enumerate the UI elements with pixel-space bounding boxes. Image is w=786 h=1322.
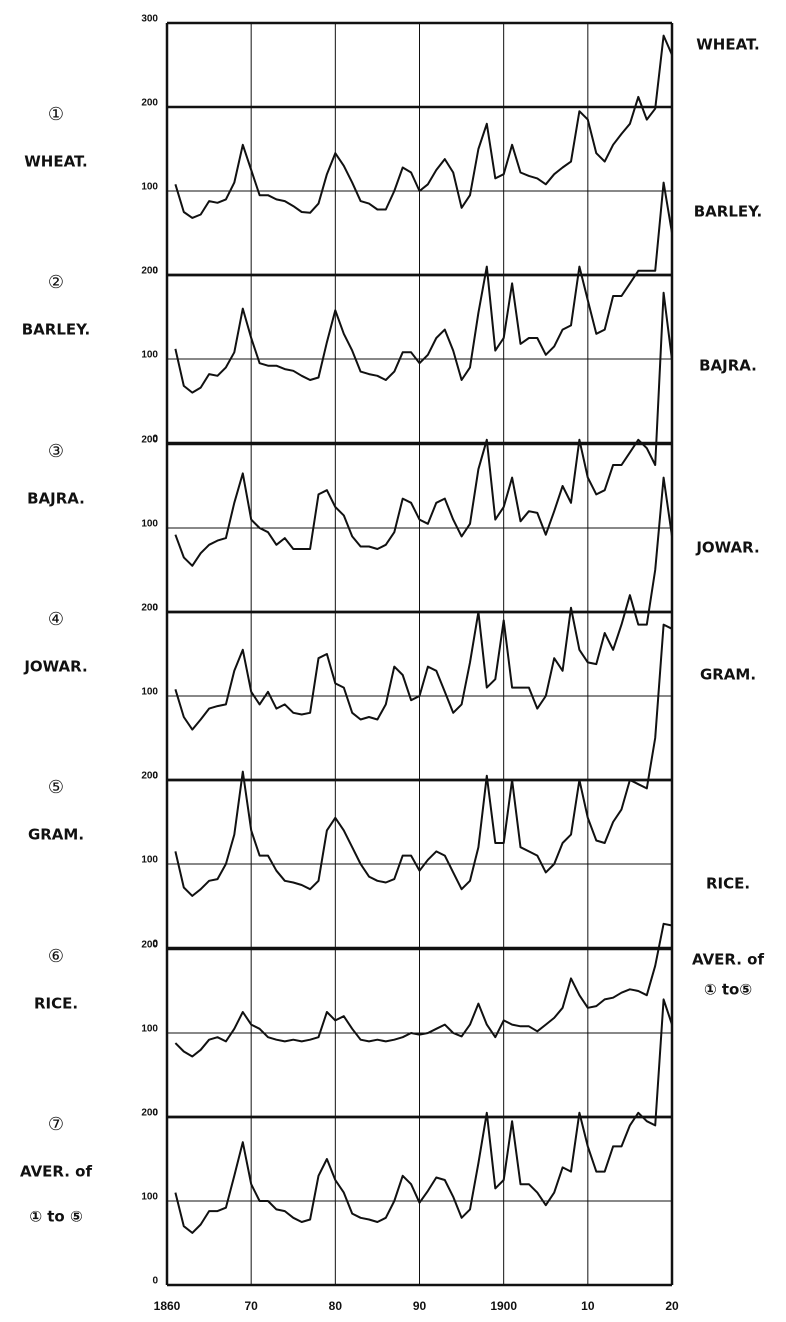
x-tick-label: 90 [413,1299,427,1313]
x-tick-label: 1900 [490,1299,517,1313]
y-tick-label: 200 [141,771,158,782]
right-label: BARLEY. [694,203,762,221]
y-tick-label: 200 [141,266,158,277]
x-tick-label: 80 [329,1299,343,1313]
series-line [174,34,673,219]
y-tick-label: 200 [141,435,158,446]
right-label: BAJRA. [699,357,757,375]
right-label: GRAM. [700,666,756,684]
series-line [174,291,673,567]
y-tick-label: 200 [141,603,158,614]
series-line [174,476,673,731]
panel-number: ④ [48,609,64,630]
y-tick-label: 100 [141,1024,158,1035]
y-tick-label: 200 [141,98,158,109]
series-line [174,623,673,897]
series-line [174,922,673,1058]
panel-title: GRAM. [28,826,84,844]
x-tick-label: 70 [244,1299,258,1313]
right-label: WHEAT. [696,36,759,54]
panel-title: AVER. of [20,1163,93,1181]
panel-title: RICE. [34,995,78,1013]
right-label: JOWAR. [695,539,759,557]
series-line [174,998,673,1234]
y-tick-label: 100 [141,350,158,361]
y-tick-label: 0 [152,1108,158,1119]
panel-title: BARLEY. [22,321,90,339]
panel-number: ⑦ [48,1114,64,1135]
panel-subtitle: ① to ⑤ [29,1208,82,1226]
y-tick-label: 300 [141,14,158,25]
y-tick-label: 100 [141,1192,158,1203]
y-tick-label: 0 [152,434,158,445]
x-tick-label: 20 [665,1299,679,1313]
y-tick-label: 0 [152,1276,158,1287]
y-tick-label: 0 [152,771,158,782]
x-tick-label: 10 [581,1299,595,1313]
x-tick-label: 1860 [154,1299,181,1313]
panel-number: ② [48,272,64,293]
right-label: RICE. [706,875,750,893]
y-tick-label: 100 [141,519,158,530]
panel-title: JOWAR. [23,658,87,676]
right-sublabel: ① to⑤ [704,981,752,999]
y-tick-label: 100 [141,182,158,193]
y-tick-label: 100 [141,855,158,866]
y-tick-label: 100 [141,687,158,698]
y-tick-label: 0 [152,603,158,614]
panel-title: WHEAT. [24,153,87,171]
right-label: AVER. of [692,951,765,969]
y-tick-label: 200 [141,940,158,951]
panel-number: ⑤ [48,777,64,798]
y-tick-label: 0 [152,266,158,277]
panel-number: ⑥ [48,946,64,967]
y-tick-label: 0 [152,939,158,950]
y-tick-label: 200 [141,1108,158,1119]
series-line [174,181,673,394]
panel-number: ① [48,104,64,125]
panel-title: BAJRA. [27,490,85,508]
panel-number: ③ [48,441,64,462]
